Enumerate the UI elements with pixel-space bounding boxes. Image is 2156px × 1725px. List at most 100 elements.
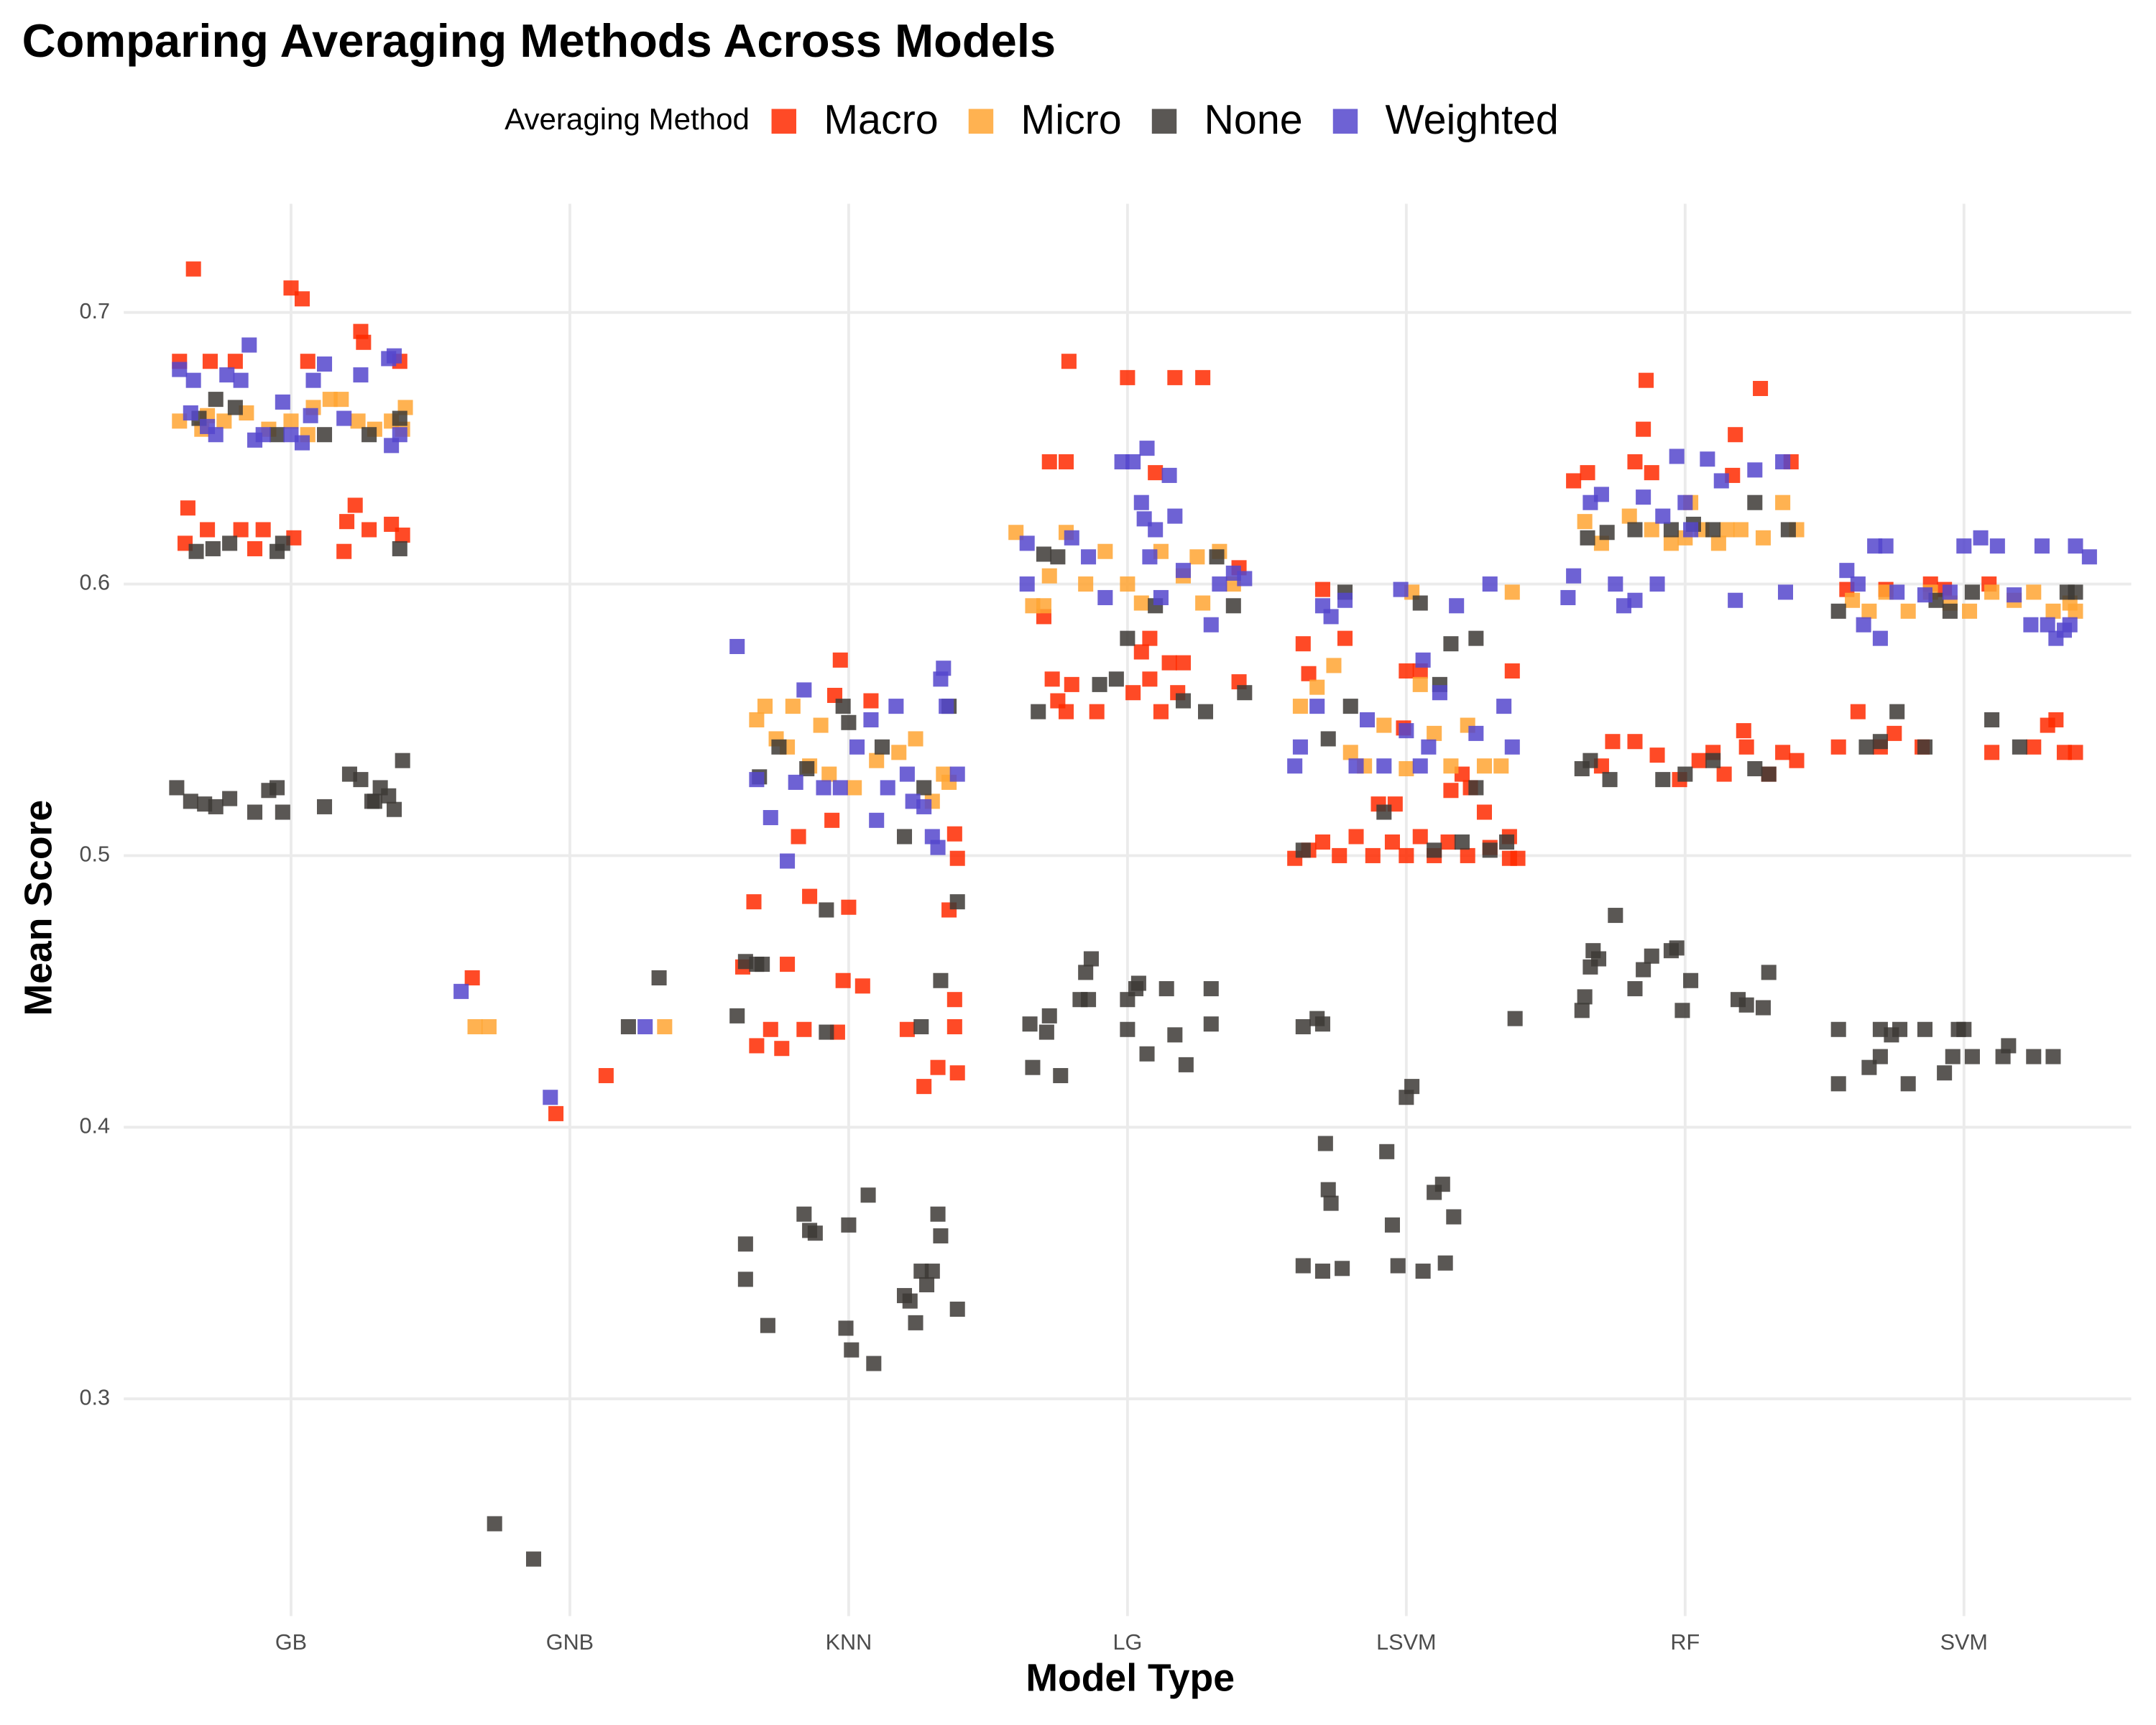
y-tick-label: 0.3 xyxy=(79,1385,110,1409)
point xyxy=(1317,1136,1333,1151)
point xyxy=(1736,723,1751,739)
point xyxy=(1476,804,1492,820)
point xyxy=(1081,549,1097,565)
point xyxy=(1309,699,1325,714)
point xyxy=(1830,1076,1846,1092)
point xyxy=(1064,530,1079,546)
point xyxy=(1956,538,1972,554)
point xyxy=(1937,1065,1953,1081)
point xyxy=(1412,829,1428,845)
point xyxy=(757,699,773,714)
point xyxy=(1984,745,2000,760)
point xyxy=(386,801,402,817)
point xyxy=(835,972,851,988)
point xyxy=(1142,549,1158,565)
point xyxy=(1775,454,1791,470)
point xyxy=(796,1021,812,1037)
point xyxy=(1320,1182,1336,1197)
point xyxy=(939,699,954,714)
point xyxy=(227,354,243,369)
point xyxy=(305,372,321,388)
point xyxy=(896,829,913,845)
point xyxy=(816,780,831,796)
legend-label: Weighted xyxy=(1385,97,1558,143)
point xyxy=(1674,1003,1690,1018)
point xyxy=(796,682,812,698)
point xyxy=(1460,847,1475,863)
point xyxy=(1482,576,1498,592)
point xyxy=(392,427,407,443)
x-tick-label: GNB xyxy=(546,1630,594,1655)
point xyxy=(946,826,962,842)
point xyxy=(185,261,201,277)
point xyxy=(183,794,198,809)
point xyxy=(1120,369,1135,385)
point xyxy=(924,1264,940,1279)
point xyxy=(819,902,834,918)
point xyxy=(1602,772,1618,788)
grid xyxy=(124,203,2132,1616)
point xyxy=(1139,441,1155,456)
point xyxy=(637,1018,653,1035)
point xyxy=(821,766,837,782)
point xyxy=(651,970,667,985)
point xyxy=(241,337,257,353)
point xyxy=(780,853,796,869)
point xyxy=(824,812,840,828)
point xyxy=(1973,530,1989,546)
point xyxy=(548,1105,564,1121)
point xyxy=(1390,1258,1406,1274)
point xyxy=(771,739,787,755)
point xyxy=(275,535,290,551)
point xyxy=(1167,508,1183,524)
point xyxy=(1133,595,1149,611)
point xyxy=(1437,1255,1453,1271)
point xyxy=(1348,829,1364,845)
point xyxy=(841,714,857,730)
point xyxy=(185,372,201,388)
point xyxy=(841,1217,857,1233)
point xyxy=(1889,704,1905,719)
point xyxy=(270,427,285,443)
point xyxy=(367,794,382,809)
point xyxy=(2026,584,2042,600)
point xyxy=(1133,644,1149,660)
point xyxy=(1892,1021,1908,1037)
point xyxy=(916,799,932,814)
point xyxy=(1747,462,1763,478)
point xyxy=(1399,723,1414,739)
point xyxy=(1830,739,1846,755)
point xyxy=(1449,598,1465,614)
point xyxy=(294,291,310,307)
point xyxy=(1142,671,1158,687)
point xyxy=(1644,522,1659,538)
point xyxy=(1577,514,1593,530)
point xyxy=(1153,704,1169,719)
point xyxy=(543,1090,558,1105)
point xyxy=(1083,951,1099,967)
point xyxy=(1942,584,1958,600)
point xyxy=(1399,760,1414,777)
point xyxy=(1195,595,1211,611)
point xyxy=(1025,1059,1041,1075)
point xyxy=(270,780,285,796)
point xyxy=(1195,369,1211,385)
point xyxy=(336,543,352,559)
point xyxy=(799,760,815,777)
point xyxy=(1314,1264,1330,1279)
point xyxy=(2012,739,2027,755)
point xyxy=(1733,522,1749,538)
point xyxy=(760,1317,775,1333)
point xyxy=(841,899,857,915)
point xyxy=(381,788,397,804)
point xyxy=(1036,598,1052,614)
point xyxy=(763,1021,778,1037)
point xyxy=(916,1079,932,1095)
point xyxy=(1872,630,1888,646)
point xyxy=(317,427,333,443)
point xyxy=(525,1551,542,1567)
point xyxy=(1432,685,1447,701)
point xyxy=(1761,965,1777,980)
point xyxy=(949,1301,965,1317)
point xyxy=(832,780,848,796)
